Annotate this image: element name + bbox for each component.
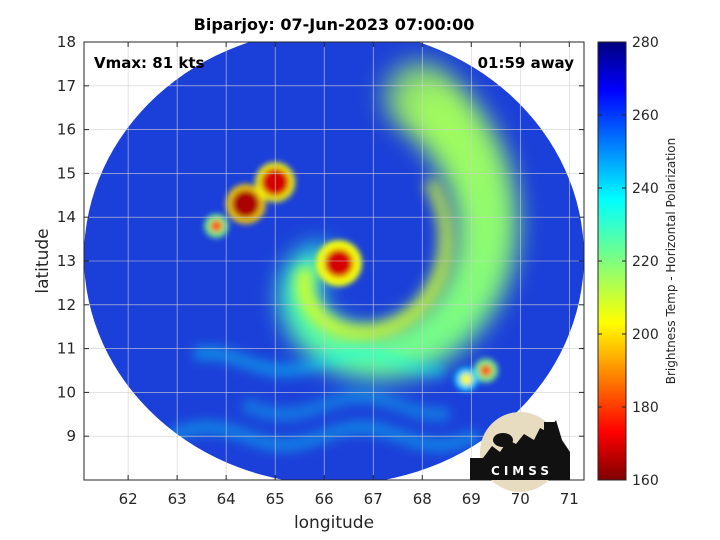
- colorbar: 160 180 200 220 240 260 280 Brightness Temp - …: [597, 35, 678, 489]
- x-tick-label: 63: [168, 490, 187, 508]
- colorbar-title: Brightness Temp - Horizontal Polarizatio…: [664, 138, 678, 385]
- axis-ticks: 62 63 64 65 66 67 68 69 70 71 9 10 11 12 13 14 15 16 17 18: [57, 33, 584, 508]
- x-tick-label: 71: [560, 490, 579, 508]
- feature-eyewall-core: [324, 249, 353, 278]
- x-tick-label: 68: [413, 490, 432, 508]
- colorbar-gradient: [597, 41, 627, 481]
- x-tick-label: 64: [217, 490, 236, 508]
- x-tick-label: 65: [266, 490, 285, 508]
- y-tick-label: 15: [57, 164, 76, 182]
- y-tick-label: 12: [57, 296, 76, 314]
- y-tick-label: 13: [57, 252, 76, 270]
- y-tick-label: 14: [57, 208, 76, 226]
- vmax-annotation: Vmax: 81 kts: [94, 54, 204, 72]
- colorbar-tick-label: 200: [632, 327, 659, 343]
- colorbar-tick-label: 160: [632, 473, 659, 489]
- colorbar-tick-label: 280: [632, 35, 659, 51]
- x-tick-label: 70: [511, 490, 530, 508]
- logo-text: CIMSS: [491, 464, 553, 478]
- y-tick-label: 17: [57, 77, 76, 95]
- y-tick-label: 9: [66, 427, 76, 445]
- feature-convective-cell-core: [460, 373, 473, 386]
- chart-title: Biparjoy: 07-Jun-2023 07:00:00: [194, 15, 475, 34]
- colorbar-tick-label: 220: [632, 254, 659, 270]
- cimss-logo: CIMSS: [470, 412, 570, 492]
- y-tick-label: 10: [57, 383, 76, 401]
- feature-convective-cell-core: [479, 364, 492, 377]
- y-tick-label: 16: [57, 121, 76, 139]
- time-away-annotation: 01:59 away: [478, 54, 575, 72]
- x-tick-label: 69: [462, 490, 481, 508]
- x-axis-title: longitude: [294, 513, 374, 533]
- y-axis-title: latitude: [33, 228, 53, 293]
- colorbar-tick-label: 240: [632, 181, 659, 197]
- colorbar-tick-label: 260: [632, 108, 659, 124]
- x-tick-label: 67: [364, 490, 383, 508]
- colorbar-tick-label: 180: [632, 400, 659, 416]
- y-tick-label: 11: [57, 340, 76, 358]
- feature-rainband-core-core: [231, 190, 260, 219]
- x-tick-label: 62: [119, 490, 138, 508]
- y-tick-label: 18: [57, 33, 76, 51]
- feature-convective-cell-core: [210, 219, 223, 232]
- x-tick-label: 66: [315, 490, 334, 508]
